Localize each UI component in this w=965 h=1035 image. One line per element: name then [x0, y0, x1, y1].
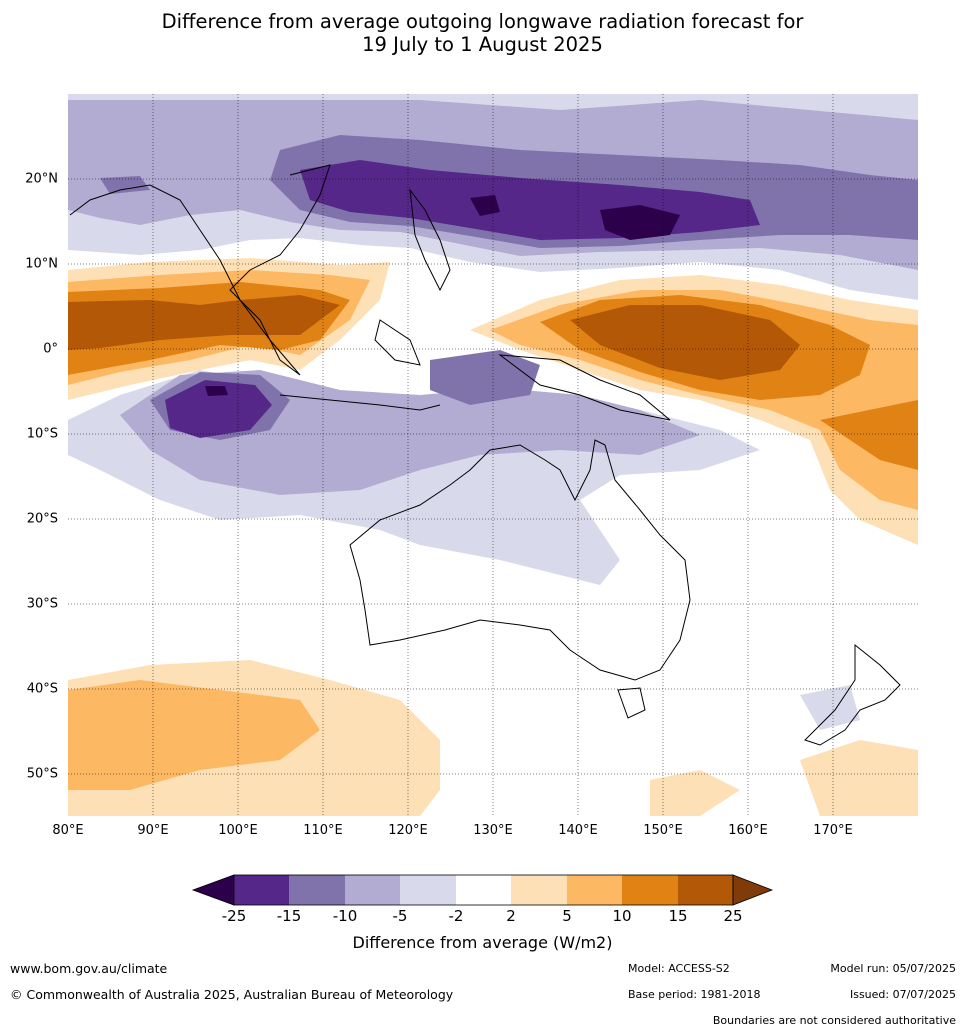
- indonesia-coastline: [279, 319, 671, 421]
- lon-label-120e: 120°E: [388, 823, 428, 838]
- colorbar-tick: 5: [562, 907, 572, 925]
- lon-label-150e: 150°E: [643, 823, 683, 838]
- title-line-1: Difference from average outgoing longwav…: [161, 10, 804, 33]
- colorbar-bin-2: [289, 875, 345, 905]
- colorbar-tick: 15: [668, 907, 688, 925]
- positive-region-southeast: [820, 400, 918, 470]
- negative-patch-tasman: [800, 685, 860, 730]
- colorbar-bin-1: [234, 875, 289, 905]
- negative-extreme-north-2: [470, 195, 500, 216]
- lon-label-100e: 100°E: [218, 823, 258, 838]
- lat-label-10n: 10°N: [25, 256, 58, 272]
- map-title: Difference from average outgoing longwav…: [0, 10, 965, 56]
- lat-label-40s: 40°S: [26, 681, 58, 697]
- colorbar-bin-9: [678, 875, 733, 905]
- lat-label-20s: 20°S: [26, 511, 58, 527]
- colorbar-tick: -10: [332, 907, 358, 925]
- title-line-2: 19 July to 1 August 2025: [362, 33, 603, 56]
- lon-label-160e: 160°E: [728, 823, 768, 838]
- colorbar-bin-3: [345, 875, 400, 905]
- positive-region-southeast-ocean: [650, 770, 740, 816]
- lat-label-20n: 20°N: [25, 171, 58, 187]
- colorbar-bin-7: [567, 875, 622, 905]
- colorbar-extend-high: [732, 874, 774, 906]
- colorbar-tick: 2: [506, 907, 516, 925]
- lon-label-80e: 80°E: [52, 823, 84, 838]
- lat-label-0: 0°: [43, 341, 58, 357]
- colorbar-bin-4: [400, 875, 456, 905]
- colorbar: [191, 874, 774, 906]
- colorbar-tick: -25: [221, 907, 247, 925]
- negative-extreme-south: [205, 386, 228, 396]
- negative-core-south: [165, 380, 272, 438]
- negative-patch-maritime: [430, 350, 540, 405]
- lon-label-110e: 110°E: [303, 823, 343, 838]
- philippines-coastline: [409, 188, 451, 292]
- colorbar-bin-8: [622, 875, 678, 905]
- lon-label-90e: 90°E: [137, 823, 169, 838]
- positive-region-far-southeast: [800, 740, 918, 816]
- colorbar-extend-low: [191, 874, 235, 906]
- footer-issued: Issued: 07/07/2025: [849, 988, 956, 1001]
- tasmania-coastline: [617, 687, 646, 719]
- footer-url[interactable]: www.bom.gov.au/climate: [10, 961, 168, 976]
- lon-label-170e: 170°E: [813, 823, 853, 838]
- footer-base-period: Base period: 1981-2018: [628, 988, 761, 1001]
- graticule: [68, 94, 918, 816]
- colorbar-bin-5: [456, 875, 511, 905]
- lon-label-130e: 130°E: [473, 823, 513, 838]
- new-zealand-coastline: [804, 643, 901, 746]
- colorbar-label: Difference from average (W/m2): [352, 933, 613, 952]
- negative-patch-northwest: [100, 176, 150, 194]
- southeast-asia-coastline: [69, 164, 331, 376]
- positive-patch-southern-ocean: [68, 680, 320, 790]
- footer-disclaimer: Boundaries are not considered authoritat…: [712, 1014, 956, 1027]
- colorbar-tick: -5: [392, 907, 408, 925]
- positive-core-west: [68, 295, 340, 350]
- colorbar-bin-6: [511, 875, 567, 905]
- colorbar-tick: 25: [723, 907, 743, 925]
- colorbar-tick: 10: [612, 907, 632, 925]
- footer-copyright: © Commonwealth of Australia 2025, Austra…: [10, 987, 454, 1002]
- lon-label-140e: 140°E: [558, 823, 598, 838]
- colorbar-tick: -2: [448, 907, 464, 925]
- australia-coastline: [349, 439, 691, 681]
- colorbar-tick: -15: [276, 907, 302, 925]
- footer-model-run: Model run: 05/07/2025: [830, 962, 956, 975]
- footer-model: Model: ACCESS-S2: [628, 962, 730, 975]
- lat-label-30s: 30°S: [26, 596, 58, 612]
- lat-label-50s: 50°S: [26, 766, 58, 782]
- negative-extreme-north: [600, 205, 680, 240]
- positive-core-east: [570, 305, 800, 380]
- lat-label-10s: 10°S: [26, 426, 58, 442]
- colorbar-frame: [233, 874, 734, 906]
